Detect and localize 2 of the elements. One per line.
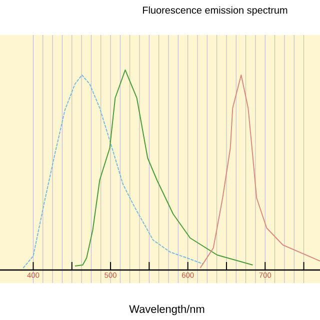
x-axis-title: Wavelength/nm [129,304,204,316]
chart-title: Fluorescence emission spectrum [143,6,288,16]
